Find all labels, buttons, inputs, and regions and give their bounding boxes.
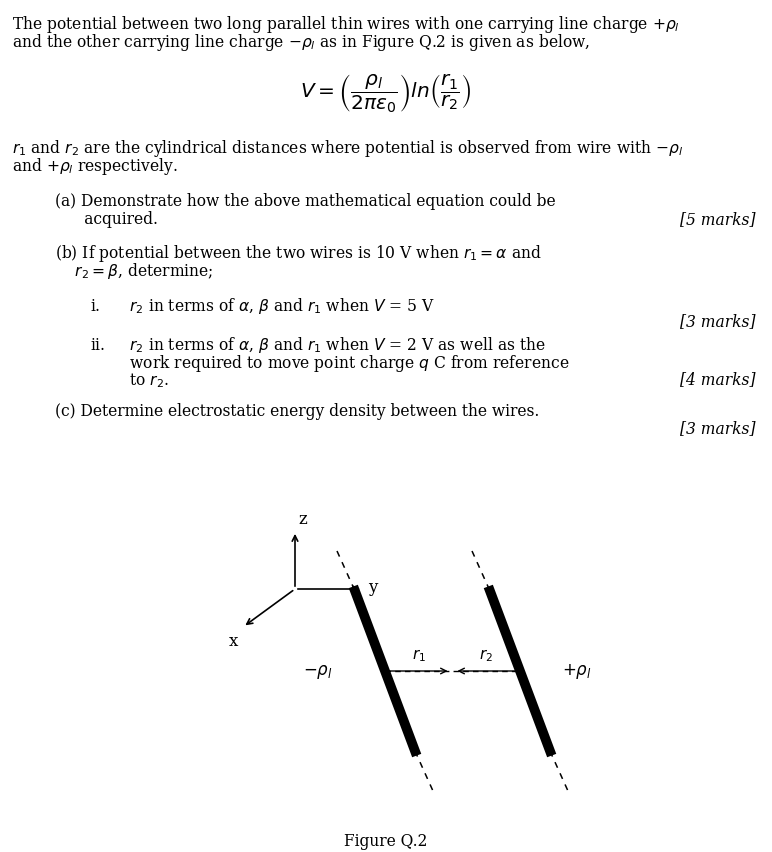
Text: ii.     $r_2$ in terms of $\alpha$, $\beta$ and $r_1$ when $V$ = 2 V as well as : ii. $r_2$ in terms of $\alpha$, $\beta$ … (90, 335, 546, 354)
Text: $r_2 = \beta$, determine;: $r_2 = \beta$, determine; (55, 261, 214, 280)
Text: to $r_2$.: to $r_2$. (90, 371, 169, 389)
Text: x: x (229, 632, 238, 649)
Text: i.      $r_2$ in terms of $\alpha$, $\beta$ and $r_1$ when $V$ = 5 V: i. $r_2$ in terms of $\alpha$, $\beta$ a… (90, 296, 435, 315)
Text: $r_1$ and $r_2$ are the cylindrical distances where potential is observed from w: $r_1$ and $r_2$ are the cylindrical dist… (12, 138, 683, 158)
Text: The potential between two long parallel thin wires with one carrying line charge: The potential between two long parallel … (12, 14, 680, 35)
Text: Figure Q.2: Figure Q.2 (344, 832, 428, 849)
Text: $V = \left(\dfrac{\rho_l}{2\pi\varepsilon_0}\right) ln\left(\dfrac{r_1}{r_2}\rig: $V = \left(\dfrac{\rho_l}{2\pi\varepsilo… (300, 72, 472, 114)
Text: [3 marks]: [3 marks] (679, 313, 755, 330)
Text: and $+\rho_l$ respectively.: and $+\rho_l$ respectively. (12, 156, 178, 177)
Text: (c) Determine electrostatic energy density between the wires.: (c) Determine electrostatic energy densi… (55, 402, 540, 419)
Text: y: y (368, 579, 378, 596)
Text: $r_2$: $r_2$ (479, 647, 493, 663)
Text: [5 marks]: [5 marks] (679, 210, 755, 227)
Text: $+\rho_l$: $+\rho_l$ (562, 662, 591, 681)
Text: z: z (298, 510, 306, 527)
Text: $-\rho_l$: $-\rho_l$ (303, 662, 333, 680)
Text: [3 marks]: [3 marks] (679, 419, 755, 436)
Text: (b) If potential between the two wires is 10 V when $r_1 = \alpha$ and: (b) If potential between the two wires i… (55, 243, 542, 263)
Text: (a) Demonstrate how the above mathematical equation could be: (a) Demonstrate how the above mathematic… (55, 193, 556, 210)
Text: $r_1$: $r_1$ (411, 647, 425, 663)
Text: acquired.: acquired. (55, 210, 158, 227)
Text: work required to move point charge $q$ C from reference: work required to move point charge $q$ C… (90, 353, 570, 373)
Text: [4 marks]: [4 marks] (679, 371, 755, 388)
Text: and the other carrying line charge $-\rho_l$ as in Figure Q.2 is given as below,: and the other carrying line charge $-\rh… (12, 32, 590, 53)
